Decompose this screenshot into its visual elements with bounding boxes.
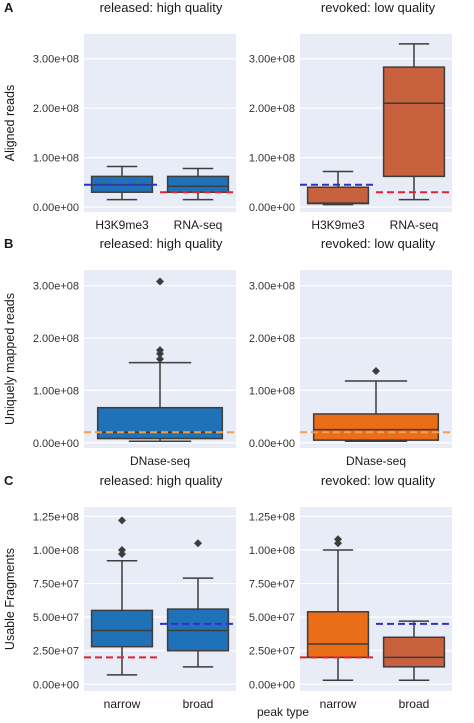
y-tick-label: 1.25e+08: [33, 511, 79, 523]
y-axis-label: Uniquely mapped reads: [3, 293, 17, 425]
outlier-marker: [156, 346, 164, 355]
x-axis-label: peak type: [257, 705, 309, 719]
x-tick-label: DNase-seq: [346, 454, 406, 468]
panel-title: revoked: low quality: [321, 0, 436, 15]
x-tick-label: DNase-seq: [130, 454, 190, 468]
outlier-marker: [334, 535, 342, 544]
y-tick-label: 1.00e+08: [33, 545, 79, 557]
y-tick-label: 5.00e+07: [249, 612, 295, 624]
y-tick-label: 0.00e+00: [249, 202, 295, 214]
x-tick-label: narrow: [320, 697, 357, 711]
outlier-marker: [118, 545, 126, 554]
outlier-marker: [194, 539, 202, 548]
panel-title: released: high quality: [100, 473, 223, 488]
x-tick-label: broad: [183, 697, 214, 711]
y-tick-label: 1.00e+08: [249, 153, 295, 165]
box-H3K9me3: [306, 170, 370, 206]
panel-6: revoked: low quality 0.00e+00 2.50e+07 5.00…: [249, 473, 452, 711]
outlier-marker: [156, 355, 164, 363]
y-tick-label: 1.00e+08: [33, 153, 79, 165]
box-iqr: [90, 609, 154, 648]
y-tick-label: 0.00e+00: [249, 438, 295, 450]
x-tick-label: RNA-seq: [390, 218, 439, 232]
box-iqr: [166, 175, 230, 193]
y-tick-label: 3.00e+08: [33, 54, 79, 66]
y-tick-label: 3.00e+08: [249, 54, 295, 66]
box-narrow: [90, 516, 154, 676]
outlier-marker: [118, 516, 126, 525]
y-tick-label: 1.00e+08: [249, 545, 295, 557]
box-iqr: [382, 636, 446, 668]
y-axis-label: Usable Fragments: [3, 548, 17, 650]
y-tick-label: 1.25e+08: [249, 511, 295, 523]
box-iqr: [306, 186, 370, 205]
y-tick-label: 3.00e+08: [249, 281, 295, 293]
y-tick-label: 3.00e+08: [33, 281, 79, 293]
y-tick-label: 2.00e+08: [249, 103, 295, 115]
box-iqr: [382, 66, 446, 178]
x-tick-label: RNA-seq: [174, 218, 223, 232]
box-iqr: [312, 413, 440, 441]
panel-title: revoked: low quality: [321, 473, 436, 488]
y-tick-label: 0.00e+00: [33, 202, 79, 214]
y-tick-label: 1.00e+08: [249, 385, 295, 397]
box-broad: [382, 620, 446, 682]
y-tick-label: 0.00e+00: [249, 679, 295, 691]
y-tick-label: 2.50e+07: [33, 646, 79, 658]
y-tick-label: 1.00e+08: [33, 385, 79, 397]
outlier-marker: [334, 539, 342, 548]
y-tick-label: 2.00e+08: [249, 333, 295, 345]
outlier-marker: [118, 550, 126, 559]
outlier-marker: [156, 277, 164, 286]
box-iqr: [96, 406, 224, 440]
y-tick-label: 7.50e+07: [33, 579, 79, 591]
panel-title: revoked: low quality: [321, 236, 436, 251]
box-iqr: [306, 611, 370, 659]
panel-letter: B: [4, 236, 13, 251]
outlier-marker: [372, 367, 380, 376]
y-tick-label: 2.00e+08: [33, 333, 79, 345]
y-tick-label: 0.00e+00: [33, 438, 79, 450]
x-tick-label: H3K9me3: [311, 218, 365, 232]
x-tick-label: narrow: [104, 697, 141, 711]
panel-2: revoked: low quality 0.00e+00 1.00e+08 2.00…: [249, 0, 452, 232]
panel-letter: A: [4, 0, 14, 15]
panel-title: released: high quality: [100, 236, 223, 251]
panel-4: revoked: low quality 0.00e+00 1.00e+08 2.00…: [249, 236, 452, 468]
box-DNase-seq: [312, 367, 440, 442]
y-tick-label: 7.50e+07: [249, 579, 295, 591]
y-axis-label: Aligned reads: [3, 85, 17, 161]
x-tick-label: H3K9me3: [95, 218, 149, 232]
box-DNase-seq: [96, 277, 224, 442]
box-broad: [166, 539, 230, 668]
panel-letter: C: [4, 473, 14, 488]
panel-title: released: high quality: [100, 0, 223, 15]
y-tick-label: 0.00e+00: [33, 679, 79, 691]
y-tick-label: 5.00e+07: [33, 612, 79, 624]
y-tick-label: 2.50e+07: [249, 646, 295, 658]
x-tick-label: broad: [399, 697, 430, 711]
y-tick-label: 2.00e+08: [33, 103, 79, 115]
box-RNA-seq: [382, 43, 446, 201]
plot-area: [84, 507, 236, 691]
